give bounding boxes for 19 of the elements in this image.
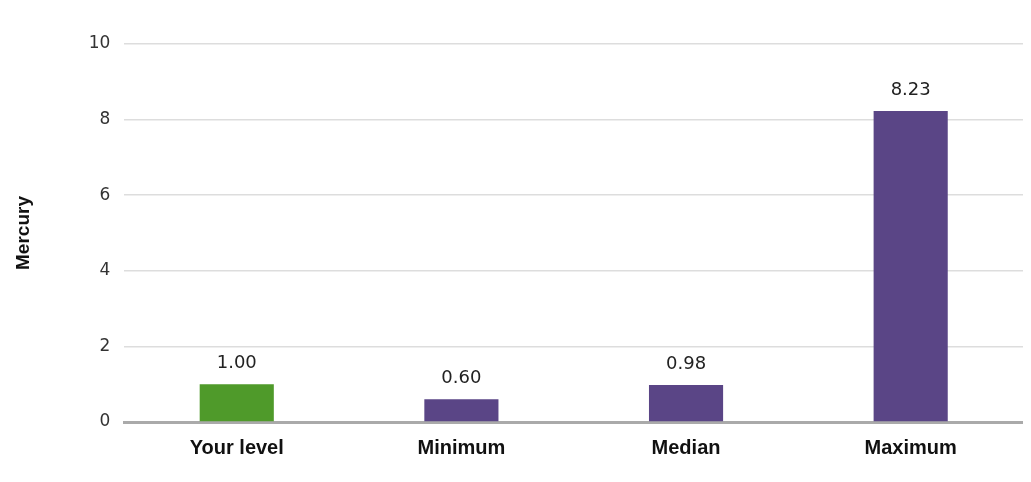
y-axis-title: Mercury <box>11 195 33 270</box>
bar <box>424 399 499 422</box>
data-label: 1.00 <box>216 350 257 372</box>
y-tick-label: 2 <box>99 334 111 355</box>
bar <box>199 384 274 422</box>
x-tick-label: Minimum <box>417 435 506 458</box>
x-tick-label: Maximum <box>864 435 957 458</box>
x-tick-label: Median <box>651 435 721 458</box>
data-label: 0.98 <box>666 351 707 373</box>
data-label: 0.60 <box>441 365 482 387</box>
bar <box>648 384 724 422</box>
y-tick-label: 4 <box>99 259 111 280</box>
y-tick-label: 8 <box>99 108 111 129</box>
y-tick-label: 10 <box>88 32 111 53</box>
y-tick-label: 6 <box>99 183 111 204</box>
bar <box>873 110 948 422</box>
y-tick-label: 0 <box>99 410 111 431</box>
data-label: 8.23 <box>890 77 931 99</box>
x-tick-label: Your level <box>189 435 284 458</box>
